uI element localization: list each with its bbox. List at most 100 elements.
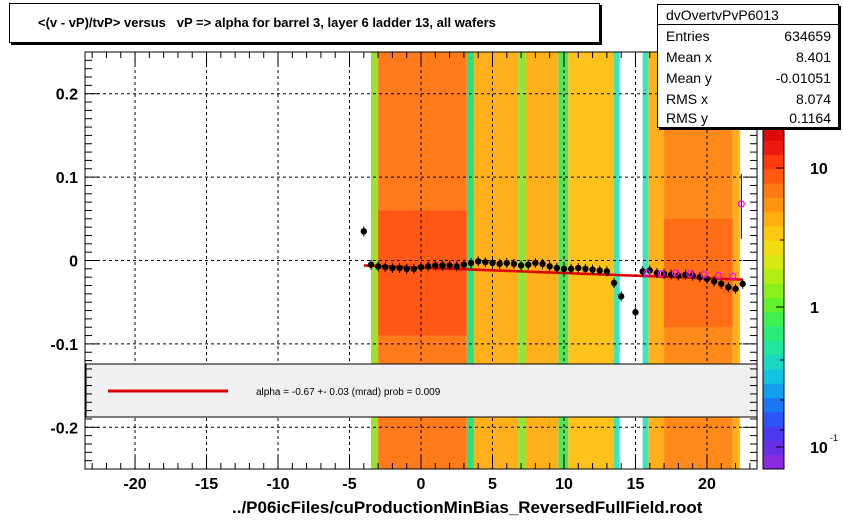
stats-value: 8.401 xyxy=(795,49,831,65)
profile-point xyxy=(367,261,375,268)
heatmap-band xyxy=(648,417,665,469)
profile-point xyxy=(396,264,403,272)
x-tick-label: 15 xyxy=(627,476,645,493)
heatmap-band xyxy=(518,417,526,469)
stats-label: Mean y xyxy=(666,70,712,86)
x-tick-label: -20 xyxy=(123,476,146,493)
heatmap-band xyxy=(732,52,740,364)
profile-point xyxy=(739,280,746,288)
chart-title: <(v - vP)/tvP> versus vP => alpha for ba… xyxy=(38,15,496,30)
profile-point xyxy=(567,265,575,273)
x-tick-label: -10 xyxy=(266,476,289,493)
color-scale-segment xyxy=(763,197,784,213)
y-tick-label: -0.2 xyxy=(50,420,78,437)
profile-point xyxy=(646,267,653,274)
color-scale-segment xyxy=(763,311,784,327)
x-tick-label: 0 xyxy=(417,476,426,493)
heatmap-core xyxy=(664,218,733,328)
x-tick-label: 20 xyxy=(698,476,716,493)
color-scale-segment xyxy=(763,140,784,156)
heatmap-band xyxy=(378,417,467,469)
color-scale-segment xyxy=(763,268,784,284)
y-tick-label: 0.2 xyxy=(56,87,78,104)
color-scale-segment xyxy=(763,211,784,227)
open-marker xyxy=(714,271,722,280)
heatmap-band xyxy=(466,52,474,364)
heatmap-core xyxy=(378,210,467,336)
profile-point xyxy=(360,228,368,235)
heatmap-bands xyxy=(370,52,740,469)
title-box: <(v - vP)/tvP> versus vP => alpha for ba… xyxy=(9,3,600,43)
heatmap-band xyxy=(614,52,620,364)
x-tick-label: -5 xyxy=(342,476,356,493)
color-scale-segment xyxy=(763,254,784,270)
heatmap-band xyxy=(558,52,569,364)
color-scale-segment xyxy=(763,154,784,170)
heatmap-band xyxy=(568,52,615,364)
color-scale-label: 1 xyxy=(810,300,819,317)
open-marker xyxy=(686,270,694,278)
profile-point xyxy=(453,263,460,270)
profile-point xyxy=(589,266,596,273)
open-markers xyxy=(643,173,745,280)
profile-point xyxy=(439,262,446,269)
profile-point xyxy=(482,258,489,266)
profile-point xyxy=(546,263,553,270)
heatmap-band xyxy=(568,417,615,469)
heatmap-band xyxy=(648,52,665,364)
open-marker xyxy=(643,269,651,277)
stats-row-entries: Entries 634659 xyxy=(666,26,831,46)
profile-point xyxy=(560,265,568,273)
profile-point xyxy=(603,268,611,275)
stats-row-mean-y: Mean y -0.01051 xyxy=(666,68,831,88)
profile-point xyxy=(732,285,739,293)
profile-point xyxy=(510,260,518,268)
profile-point xyxy=(432,262,439,269)
profile-point xyxy=(389,264,396,272)
profile-point xyxy=(725,283,732,291)
y-tick-label: -0.1 xyxy=(50,337,78,354)
heatmap-band xyxy=(642,52,649,364)
color-scale-segment xyxy=(763,226,784,241)
profile-point xyxy=(424,263,432,270)
heatmap-band xyxy=(473,417,519,469)
profile-point xyxy=(382,263,389,271)
stats-name: dvOvertvPvP6013 xyxy=(658,5,838,25)
profile-point xyxy=(582,265,589,273)
color-scale-segment xyxy=(763,397,784,413)
profile-point xyxy=(525,261,532,268)
profile-point xyxy=(517,262,525,269)
profile-point xyxy=(553,264,561,272)
color-scale-segment xyxy=(763,440,784,456)
y-tick-label: 0 xyxy=(69,254,78,271)
stats-label: Mean x xyxy=(666,49,712,65)
open-marker xyxy=(671,269,680,277)
open-marker xyxy=(700,271,708,279)
stats-value: 634659 xyxy=(784,28,831,44)
profile-point xyxy=(632,309,639,316)
profile-point xyxy=(610,279,618,287)
profile-point xyxy=(417,263,425,271)
heatmap-band xyxy=(473,52,519,364)
color-scale-segment xyxy=(763,297,784,313)
stats-row-mean-x: Mean x 8.401 xyxy=(666,47,831,67)
stats-row-rms-x: RMS x 8.074 xyxy=(666,89,831,109)
legend-fit-text: alpha = -0.67 +- 0.03 (mrad) prob = 0.00… xyxy=(256,387,441,398)
profile-point xyxy=(489,259,496,267)
heatmap-band xyxy=(732,417,740,469)
profile-point xyxy=(374,263,382,270)
heatmap-band xyxy=(370,417,379,469)
stats-value: 8.074 xyxy=(795,91,831,107)
profile-points xyxy=(360,226,746,318)
color-scale-segment xyxy=(763,340,784,356)
stats-box: dvOvertvPvP6013 Entries 634659 Mean x 8.40… xyxy=(657,4,839,128)
profile-point xyxy=(496,260,503,268)
profile-point xyxy=(460,261,468,268)
color-scale-segment xyxy=(763,126,784,141)
heatmap-band xyxy=(525,52,559,364)
profile-point xyxy=(446,262,453,269)
stats-label: RMS x xyxy=(666,91,708,107)
color-scale-segment xyxy=(763,411,784,427)
